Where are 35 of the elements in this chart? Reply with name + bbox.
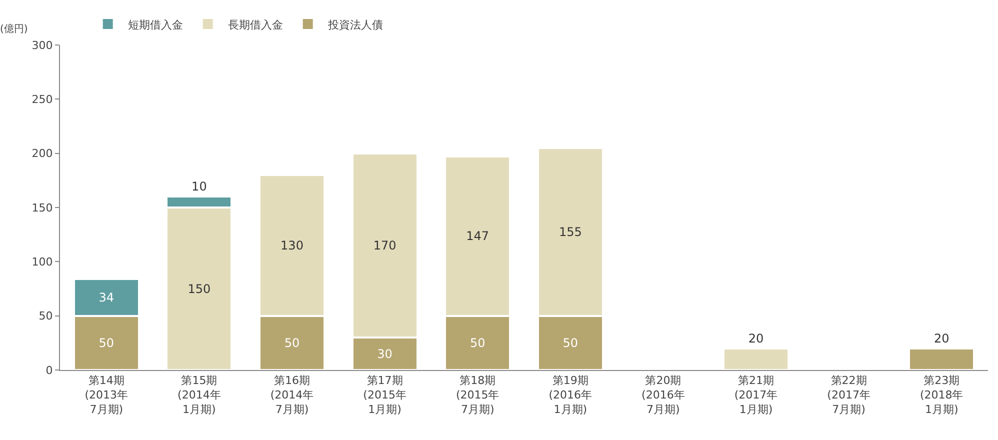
x-tick-label: 第21期 (2017年 1月期) (734, 374, 778, 416)
data-label: 34 (98, 290, 114, 304)
data-label: 50 (470, 336, 486, 350)
x-tick-label: 第20期 (2016年 7月期) (642, 374, 685, 416)
legend-label: 短期借入金 (128, 18, 183, 32)
data-label: 30 (377, 346, 392, 361)
data-label: 147 (466, 229, 490, 244)
y-tick-label: 300 (32, 38, 53, 52)
y-tick-label: 150 (32, 201, 53, 214)
y-tick-label: 250 (32, 93, 53, 106)
y-tick-label: 200 (32, 147, 53, 160)
x-tick-label: 第19期 (2016年 1月期) (548, 374, 592, 416)
data-label: 170 (373, 238, 396, 252)
data-label: 155 (558, 224, 582, 239)
y-tick-label: 0 (46, 364, 53, 377)
data-label: 50 (562, 336, 578, 350)
data-label: 50 (284, 336, 300, 350)
legend-label: 投資法人債 (326, 18, 383, 32)
data-label: 150 (188, 282, 211, 296)
x-tick-label: 第23期 (2018年 1月期) (920, 374, 964, 416)
x-tick-label: 第22期 (2017年 7月期) (827, 374, 870, 416)
y-tick-label: 50 (38, 310, 53, 323)
data-label: 10 (192, 180, 207, 194)
data-label: 130 (280, 238, 304, 252)
x-tick-label: 第18期 (2015年 7月期) (456, 374, 500, 416)
data-label: 50 (98, 336, 114, 350)
x-tick-label: 第15期 (2014年 1月期) (178, 374, 221, 416)
y-tick-label: 100 (32, 256, 53, 269)
y-axis-title: (億円) (0, 23, 28, 35)
data-label: 20 (748, 331, 764, 346)
x-tick-label: 第14期 (2013年 7月期) (84, 374, 128, 416)
x-tick-label: 第17期 (2015年 1月期) (363, 374, 406, 416)
data-label: 20 (934, 331, 950, 346)
legend-label: 長期借入金 (228, 18, 283, 32)
x-tick-label: 第16期 (2014年 7月期) (270, 374, 314, 416)
